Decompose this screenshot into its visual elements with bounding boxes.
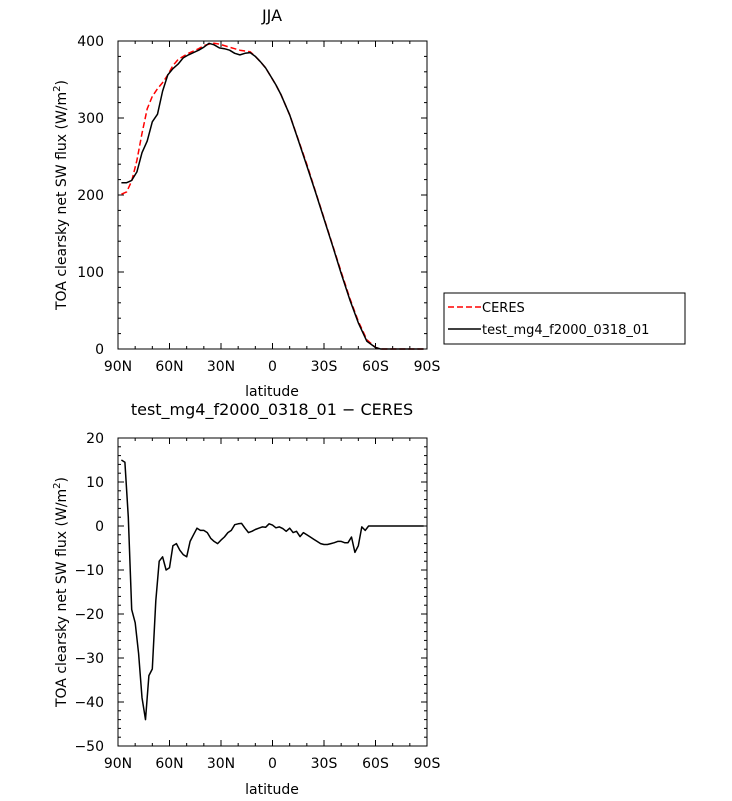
top-series-line-1 xyxy=(121,42,424,350)
legend-label-model: test_mg4_f2000_0318_01 xyxy=(482,323,649,338)
bottom-ylabel-sup: 2 xyxy=(52,482,63,488)
bottom-title: test_mg4_f2000_0318_01 − CERES xyxy=(131,400,413,420)
bottom-xtick-label: 60N xyxy=(155,756,183,772)
top-ytick-label: 300 xyxy=(77,111,104,127)
bottom-ytick-label: 20 xyxy=(86,431,104,447)
top-series xyxy=(121,42,424,350)
top-series-line-0 xyxy=(121,42,424,350)
bottom-plot-frame xyxy=(117,437,428,747)
top-ylabel-main: TOA clearsky net SW flux (W/m xyxy=(54,92,70,311)
bottom-ytick-label: −10 xyxy=(74,563,104,579)
bottom-ytick-label: −40 xyxy=(74,695,104,711)
bottom-xtick-label: 90N xyxy=(104,756,132,772)
bottom-ytick-label: 10 xyxy=(86,475,104,491)
legend-box xyxy=(443,292,686,345)
top-xlabel: latitude xyxy=(245,384,299,400)
bottom-series-line-0 xyxy=(121,459,424,721)
bottom-xtick-label: 90S xyxy=(414,756,441,772)
bottom-panel: test_mg4_f2000_0318_01 − CERES 90N 60N 30N… xyxy=(52,400,440,798)
top-xtick-label: 30S xyxy=(311,359,338,375)
bottom-ylabel: TOA clearsky net SW flux (W/m2) xyxy=(52,477,70,708)
bottom-ytick-label: −30 xyxy=(74,651,104,667)
legend: CERES test_mg4_f2000_0318_01 xyxy=(443,292,686,345)
bottom-series xyxy=(121,459,424,721)
bottom-ytick-label: 0 xyxy=(95,519,104,535)
top-ytick-label: 200 xyxy=(77,188,104,204)
bottom-xlabel: latitude xyxy=(245,782,299,798)
legend-label-ceres: CERES xyxy=(482,301,525,316)
top-xtick-label: 90S xyxy=(414,359,441,375)
top-ytick-label: 0 xyxy=(95,342,104,358)
bottom-ticks: 90N 60N 30N 0 30S 60S 90S −50 −40 −30 −20 −10 0 10 20 xyxy=(74,431,440,772)
top-xtick-label: 60N xyxy=(155,359,183,375)
bottom-xtick-label: 30N xyxy=(207,756,235,772)
top-xtick-label: 0 xyxy=(268,359,277,375)
top-xtick-label: 60S xyxy=(362,359,389,375)
top-title: JJA xyxy=(261,6,282,25)
bottom-ylabel-main: TOA clearsky net SW flux (W/m xyxy=(54,489,70,708)
bottom-ytick-label: −50 xyxy=(74,739,104,755)
top-ylabel: TOA clearsky net SW flux (W/m2) xyxy=(52,80,70,311)
bottom-xtick-label: 0 xyxy=(268,756,277,772)
bottom-xtick-label: 60S xyxy=(362,756,389,772)
top-ytick-label: 100 xyxy=(77,265,104,281)
bottom-ylabel-end: ) xyxy=(54,477,70,482)
top-xtick-label: 30N xyxy=(207,359,235,375)
top-xtick-label: 90N xyxy=(104,359,132,375)
top-ylabel-sup: 2 xyxy=(52,85,63,91)
bottom-ytick-label: −20 xyxy=(74,607,104,623)
top-ticks: 90N 60N 30N 0 30S 60S 90S 0 100 200 300 400 xyxy=(77,34,440,375)
bottom-xtick-label: 30S xyxy=(311,756,338,772)
top-ylabel-end: ) xyxy=(54,80,70,85)
top-panel: JJA 90N 60N 30N 0 30S 60S 90S 0 100 200 300 400 lat… xyxy=(52,6,440,400)
top-ytick-label: 400 xyxy=(77,34,104,50)
